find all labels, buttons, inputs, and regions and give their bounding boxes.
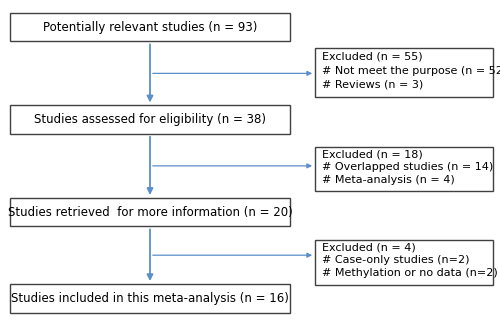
Text: Excluded (n = 55): Excluded (n = 55): [322, 52, 423, 62]
Bar: [10, 105, 290, 134]
Text: # Case-only studies (n=2): # Case-only studies (n=2): [322, 255, 470, 265]
Text: Potentially relevant studies (n = 93): Potentially relevant studies (n = 93): [43, 21, 257, 33]
Bar: [10, 284, 290, 313]
Text: # Not meet the purpose (n = 52): # Not meet the purpose (n = 52): [322, 65, 500, 76]
Bar: [315, 240, 492, 285]
Bar: [10, 13, 290, 41]
Text: # Overlapped studies (n = 14): # Overlapped studies (n = 14): [322, 162, 494, 172]
Text: Studies retrieved  for more information (n = 20): Studies retrieved for more information (…: [8, 206, 292, 219]
Bar: [315, 48, 492, 97]
Text: # Reviews (n = 3): # Reviews (n = 3): [322, 79, 424, 89]
Bar: [315, 147, 492, 191]
Text: # Methylation or no data (n=2): # Methylation or no data (n=2): [322, 268, 498, 278]
Bar: [10, 198, 290, 226]
Text: Excluded (n = 4): Excluded (n = 4): [322, 243, 416, 253]
Text: Excluded (n = 18): Excluded (n = 18): [322, 150, 423, 160]
Text: # Meta-analysis (n = 4): # Meta-analysis (n = 4): [322, 174, 455, 185]
Text: Studies included in this meta-analysis (n = 16): Studies included in this meta-analysis (…: [11, 292, 289, 305]
Text: Studies assessed for eligibility (n = 38): Studies assessed for eligibility (n = 38…: [34, 113, 266, 126]
